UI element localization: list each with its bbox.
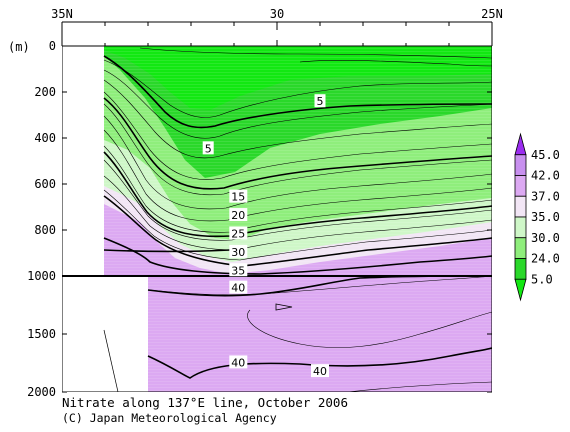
contour-label-3: 20 <box>231 209 245 222</box>
contour-label-8: 40 <box>231 356 245 369</box>
colorbar-label-0: 45.0 <box>531 148 560 162</box>
contour-labels: 5 5 15 20 25 30 35 40 40 40 <box>202 94 329 378</box>
y-axis-lower-ticks: 1500 2000 <box>27 327 492 399</box>
contour-40-lower-eddy <box>275 303 293 311</box>
colorbar: 45.0 42.0 37.0 35.0 30.0 24.0 5.0 <box>514 132 560 302</box>
y-tick-label-lower-1: 2000 <box>27 385 56 399</box>
colorbar-label-1: 42.0 <box>531 169 560 183</box>
contour-label-bg <box>229 280 248 294</box>
contour-label-bg <box>311 364 329 378</box>
colorbar-label-5: 24.0 <box>531 252 560 266</box>
contour-label-4: 25 <box>231 227 245 240</box>
contour-label-bg <box>229 244 248 258</box>
contour-label-2: 15 <box>231 191 245 204</box>
colorbar-label-2: 37.0 <box>531 189 560 203</box>
colorbar-swatch-3 <box>514 195 527 218</box>
contour-label-0: 5 <box>317 95 324 108</box>
y-tick-label-upper-5: 1000 <box>27 269 56 283</box>
colorbar-swatch-2 <box>514 175 527 197</box>
x-tick-label-1: 30 <box>270 7 284 21</box>
contour-lines-thick <box>103 55 492 275</box>
contour-label-6: 35 <box>231 264 245 277</box>
figure-credit: (C) Japan Meteorological Agency <box>62 411 277 425</box>
y-tick-label-upper-1: 200 <box>34 85 56 99</box>
y-unit-label: (m) <box>8 40 30 54</box>
colorbar-label-4: 30.0 <box>531 231 560 245</box>
colorbar-swatch-4 <box>514 216 527 239</box>
contour-label-9: 40 <box>313 365 327 378</box>
contour-label-bg <box>229 189 248 203</box>
contour-label-bg <box>229 355 248 369</box>
contour-label-bg <box>229 226 248 240</box>
x-axis-ticks: 35N 30 25N <box>51 7 503 46</box>
y-tick-label-upper-3: 600 <box>34 177 56 191</box>
y-tick-label-lower-0: 1500 <box>27 327 56 341</box>
contour-label-bg <box>229 263 248 277</box>
contour-label-bg <box>314 94 326 108</box>
upper-panel <box>62 46 492 276</box>
y-tick-label-upper-4: 800 <box>34 223 56 237</box>
x-tick-label-2: 25N <box>481 7 503 21</box>
colorbar-swatch-6 <box>514 258 527 280</box>
colorbar-label-3: 35.0 <box>531 210 560 224</box>
colorbar-swatch-1 <box>514 154 527 176</box>
x-tick-label-0: 35N <box>51 7 73 21</box>
y-tick-label-upper-2: 400 <box>34 131 56 145</box>
y-axis-upper-ticks: 0 200 400 600 800 1000 <box>27 39 492 283</box>
y-tick-label-upper-0: 0 <box>49 39 56 53</box>
colorbar-swatch-0 <box>514 132 527 156</box>
colorbar-swatch-7 <box>514 278 527 302</box>
contour-label-7: 40 <box>231 282 245 295</box>
contour-label-bg <box>202 141 214 155</box>
contour-label-1: 5 <box>205 142 212 155</box>
colorbar-swatch-5 <box>514 237 527 259</box>
contour-label-5: 30 <box>231 246 245 259</box>
colorbar-label-6: 5.0 <box>531 272 553 286</box>
contour-label-bg <box>229 208 248 222</box>
figure-caption: Nitrate along 137°E line, October 2006 <box>62 395 348 410</box>
bathymetry-line <box>103 329 119 392</box>
